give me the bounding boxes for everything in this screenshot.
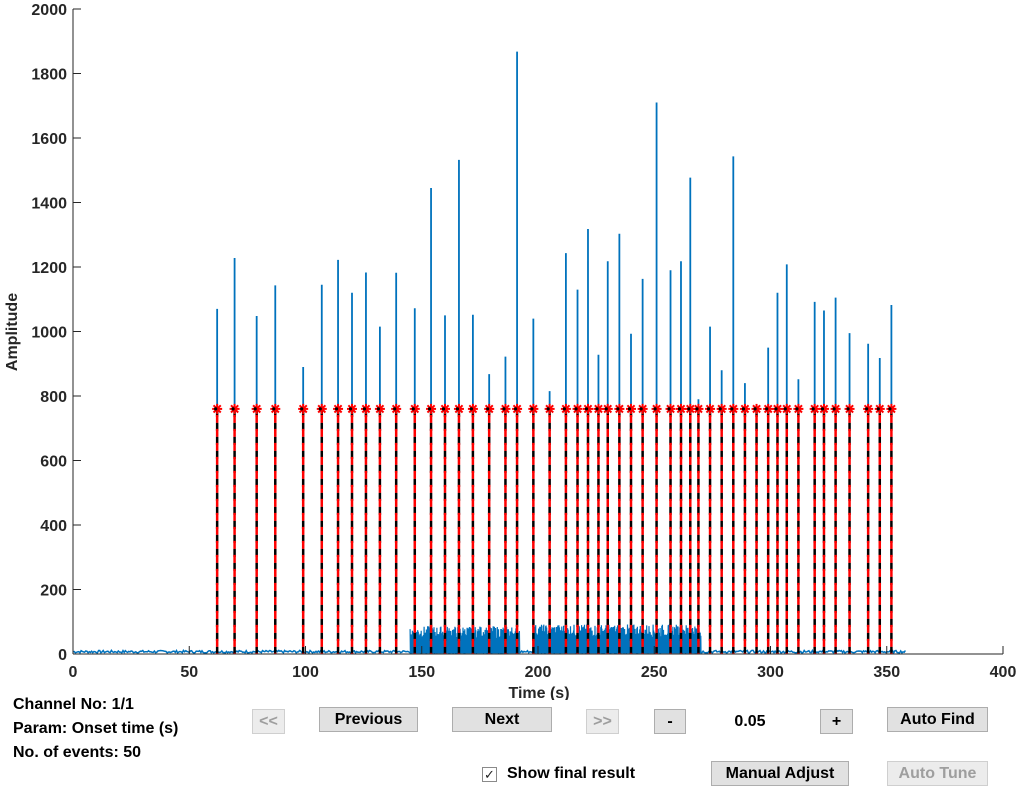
y-tick-label-8: 1600 [31, 131, 67, 148]
previous-button[interactable]: Previous [319, 707, 418, 732]
x-tick-label-3: 150 [408, 664, 435, 681]
event-marker-5 [316, 403, 327, 414]
last-button[interactable]: >> [586, 709, 619, 734]
event-marker-34 [705, 403, 716, 414]
param-info: Param: Onset time (s) [13, 720, 179, 737]
x-tick-label-5: 250 [641, 664, 668, 681]
signal-chart: 0 50 100 150 200 250 300 350 400 0 200 400 600 800 100… [4, 2, 1016, 700]
event-marker-9 [374, 403, 385, 414]
event-marker-45 [830, 403, 841, 414]
event-marker-25 [602, 403, 613, 414]
x-tick-label-0: 0 [69, 664, 78, 681]
event-marker-23 [582, 403, 593, 414]
event-marker-22 [572, 403, 583, 414]
event-marker-33 [693, 403, 704, 414]
y-tick-label-3: 600 [40, 454, 67, 471]
x-tick-label-8: 400 [990, 664, 1017, 681]
event-marker-13 [440, 403, 450, 414]
step-value: 0.05 [734, 712, 766, 730]
show-final-result-label: Show final result [507, 765, 636, 782]
event-marker-41 [781, 403, 792, 414]
x-tick-label-4: 200 [525, 664, 552, 681]
event-marker-10 [391, 403, 402, 414]
show-final-result-checkbox[interactable]: ✓ Show final result [482, 762, 635, 786]
event-marker-28 [637, 403, 648, 414]
event-marker-20 [544, 403, 555, 414]
event-marker-8 [360, 403, 371, 414]
event-marker-1 [229, 403, 240, 414]
increase-step-button[interactable]: + [820, 709, 853, 734]
dense-segment-1 [532, 624, 702, 654]
y-tick-label-4: 800 [40, 389, 67, 406]
x-tick-label-2: 100 [292, 664, 319, 681]
event-marker-12 [426, 403, 437, 414]
event-marker-29 [651, 403, 662, 414]
x-tick-label-1: 50 [180, 664, 198, 681]
event-marker-37 [739, 403, 750, 414]
axes-layer: 0 50 100 150 200 250 300 350 400 0 200 400 600 800 100… [31, 2, 1016, 681]
y-tick-label-6: 1200 [31, 260, 67, 277]
channel-info: Channel No: 1/1 [13, 696, 134, 713]
y-tick-label-7: 1400 [31, 196, 67, 213]
event-marker-46 [844, 403, 855, 414]
event-marker-42 [793, 403, 804, 414]
y-tick-label-2: 400 [40, 518, 67, 535]
event-count-info: No. of events: 50 [13, 744, 142, 761]
event-marker-40 [772, 403, 783, 414]
decrease-step-button[interactable]: - [654, 709, 686, 734]
next-button[interactable]: Next [452, 707, 552, 732]
event-marker-30 [665, 403, 676, 414]
event-marker-14 [453, 403, 464, 414]
event-marker-3 [270, 403, 281, 414]
event-marker-19 [528, 403, 539, 414]
event-marker-24 [593, 403, 604, 414]
event-marker-21 [560, 403, 571, 414]
x-tick-label-6: 300 [757, 664, 784, 681]
event-marker-16 [484, 403, 495, 414]
event-layer [212, 403, 897, 654]
event-marker-31 [675, 403, 686, 414]
event-marker-4 [298, 403, 309, 414]
y-tick-label-10: 2000 [31, 2, 67, 19]
event-marker-38 [751, 403, 762, 414]
manual-adjust-button[interactable]: Manual Adjust [711, 761, 849, 786]
y-tick-label-9: 1800 [31, 67, 67, 84]
event-marker-11 [409, 403, 420, 414]
event-marker-43 [809, 403, 820, 414]
event-marker-18 [512, 403, 523, 414]
event-marker-49 [886, 403, 897, 414]
event-marker-47 [863, 403, 874, 414]
event-marker-2 [251, 403, 262, 414]
event-marker-35 [716, 403, 727, 414]
event-marker-15 [467, 403, 478, 414]
checkmark-icon[interactable]: ✓ [482, 766, 497, 782]
event-marker-39 [763, 403, 774, 414]
event-marker-44 [818, 403, 829, 414]
x-tick-label-7: 350 [873, 664, 900, 681]
event-marker-27 [626, 403, 636, 414]
dense-segment-0 [409, 626, 521, 654]
event-marker-36 [728, 403, 739, 414]
auto-tune-button[interactable]: Auto Tune [887, 761, 988, 786]
first-button[interactable]: << [252, 709, 285, 734]
event-marker-0 [212, 403, 223, 414]
y-tick-label-1: 200 [40, 583, 67, 600]
y-axis-label: Amplitude [4, 293, 21, 371]
y-tick-label-0: 0 [58, 647, 67, 664]
auto-find-button[interactable]: Auto Find [887, 707, 988, 732]
event-marker-26 [614, 403, 625, 414]
event-marker-6 [333, 403, 344, 414]
y-tick-label-5: 1000 [31, 325, 67, 342]
x-axis-label: Time (s) [508, 685, 569, 700]
event-marker-48 [874, 403, 885, 414]
event-marker-7 [347, 403, 357, 414]
event-marker-17 [500, 403, 511, 414]
